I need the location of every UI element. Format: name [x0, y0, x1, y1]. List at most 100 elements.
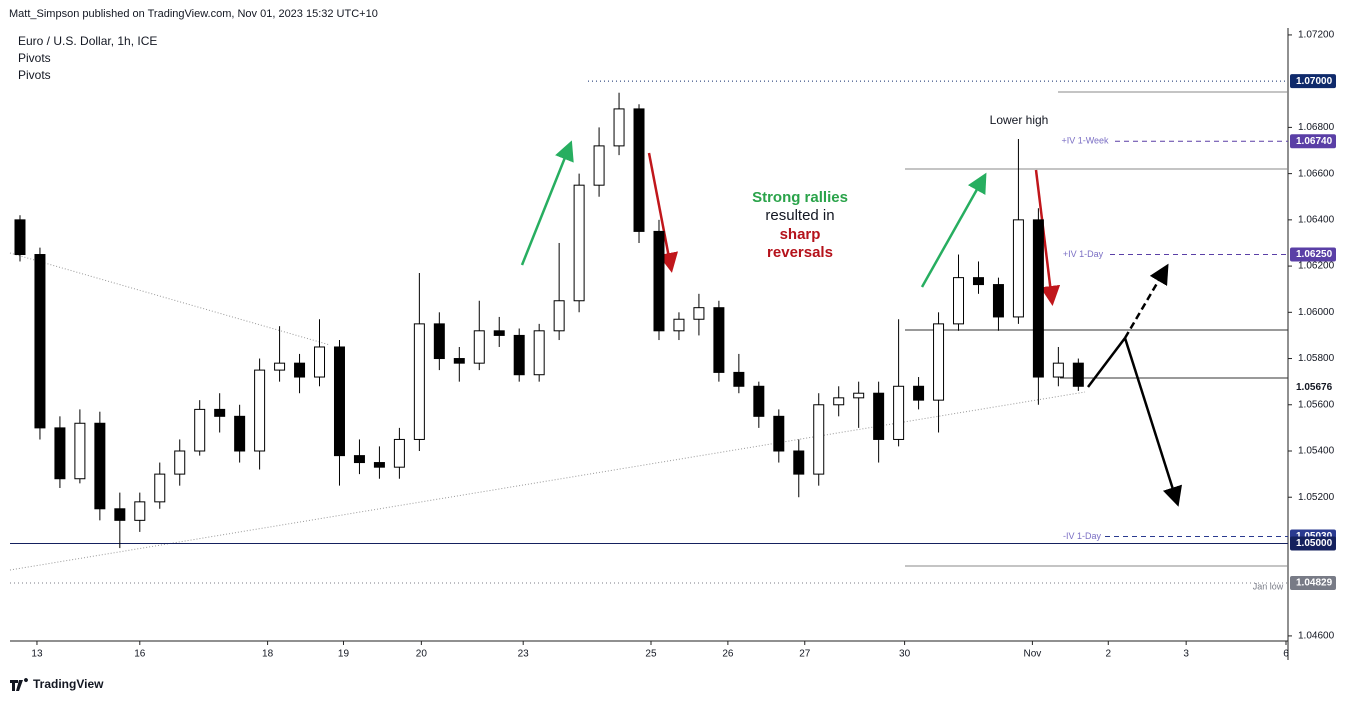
candle-body	[254, 369, 266, 452]
candle-body	[813, 404, 825, 475]
candle-body	[413, 323, 425, 440]
candle-body	[933, 323, 945, 401]
price-label-box	[1290, 536, 1336, 551]
x-tick-label: 23	[518, 649, 530, 660]
y-tick-label: 1.05400	[1298, 446, 1335, 457]
candle-body	[773, 415, 785, 452]
candle-body	[533, 330, 545, 376]
y-tick-label: 1.05200	[1298, 492, 1335, 503]
candle-body	[493, 330, 505, 336]
logo	[10, 678, 28, 691]
header: Matt_Simpson published on TradingView.co…	[9, 8, 378, 20]
price-label: 1.07000	[1296, 76, 1333, 87]
x-tick-label: 25	[645, 649, 657, 660]
x-tick-label: 27	[799, 649, 811, 660]
indicator: Pivots	[18, 68, 51, 82]
x-tick-label: 26	[722, 649, 734, 660]
candle-body	[393, 438, 405, 468]
candle-body	[114, 508, 126, 521]
candle-body	[613, 108, 625, 147]
candle-body	[1072, 362, 1084, 387]
arrow	[520, 140, 574, 266]
arrow	[647, 152, 679, 273]
candle-body	[853, 392, 865, 399]
price-label-box	[1290, 247, 1336, 262]
candle-body	[274, 362, 286, 371]
footer: TradingView	[33, 677, 104, 691]
annotation: Strong rallies	[752, 189, 848, 206]
price-label: 1.04829	[1296, 578, 1333, 589]
price-label-box	[1290, 575, 1336, 590]
candle-body	[992, 284, 1004, 318]
candle-body	[1032, 219, 1044, 378]
arrow	[1087, 337, 1126, 388]
candle-body	[593, 145, 605, 186]
level-note: Jan low	[1253, 582, 1284, 592]
candle-body	[234, 415, 246, 452]
price-label: 1.06740	[1296, 136, 1333, 147]
y-tick-label: 1.06200	[1298, 261, 1335, 272]
candle-body	[14, 219, 26, 256]
x-tick-label: 30	[899, 649, 911, 660]
candle-body	[134, 501, 146, 521]
indicator: Pivots	[18, 51, 51, 65]
annotation: resulted in	[765, 207, 834, 224]
candle-body	[673, 318, 685, 332]
candle-body	[573, 184, 585, 302]
arrow	[1034, 169, 1061, 306]
annotation: Lower high	[990, 113, 1049, 127]
annotation: sharp	[780, 226, 821, 243]
candle-body	[54, 427, 66, 480]
candle-body	[553, 300, 565, 332]
price-label: 1.05000	[1296, 538, 1333, 549]
x-tick-label: 13	[31, 649, 43, 660]
price-label-box	[1290, 380, 1336, 395]
x-tick-label: Nov	[1024, 649, 1042, 660]
arrow	[1123, 337, 1182, 507]
candle-body	[174, 450, 186, 475]
symbol-title: Euro / U.S. Dollar, 1h, ICE	[18, 34, 157, 48]
level-note: +IV 1-Day	[1063, 249, 1104, 259]
arrow	[1123, 263, 1169, 339]
candle-body	[373, 462, 385, 468]
arrow	[920, 172, 987, 288]
level-note: +IV 1-Week	[1061, 136, 1109, 146]
y-tick-label: 1.06600	[1298, 168, 1335, 179]
x-tick-label: 3	[1183, 649, 1189, 660]
candle-body	[314, 346, 326, 378]
candle-body	[333, 346, 345, 457]
candle-body	[34, 254, 46, 429]
candle-body	[1052, 362, 1064, 378]
candle-body	[194, 408, 206, 452]
candle-body	[653, 230, 665, 332]
candle-body	[294, 362, 306, 378]
candle-body	[633, 108, 645, 232]
y-tick-label: 1.07200	[1298, 30, 1335, 41]
candle-body	[433, 323, 445, 360]
candle-body	[453, 358, 465, 364]
x-tick-label: 19	[338, 649, 350, 660]
candle-body	[833, 397, 845, 406]
drawings	[9, 91, 1288, 571]
candle-body	[893, 385, 905, 440]
candle-body	[753, 385, 765, 417]
y-tick-label: 1.04600	[1298, 631, 1335, 642]
candle-body	[733, 371, 745, 387]
candle-body	[972, 277, 984, 286]
level-note: -IV 1-Day	[1063, 531, 1102, 541]
candle-body	[913, 385, 925, 401]
candle-body	[513, 334, 525, 376]
candle-body	[214, 408, 226, 417]
y-tick-label: 1.06800	[1298, 122, 1335, 133]
y-tick-label: 1.05600	[1298, 399, 1335, 410]
candle-body	[873, 392, 885, 440]
annotation: reversals	[767, 244, 833, 261]
candle-body	[353, 455, 365, 464]
y-tick-label: 1.06000	[1298, 307, 1335, 318]
x-tick-label: 16	[134, 649, 146, 660]
candle-body	[154, 473, 166, 503]
candle-body	[793, 450, 805, 475]
price-label: 1.06250	[1296, 249, 1333, 260]
